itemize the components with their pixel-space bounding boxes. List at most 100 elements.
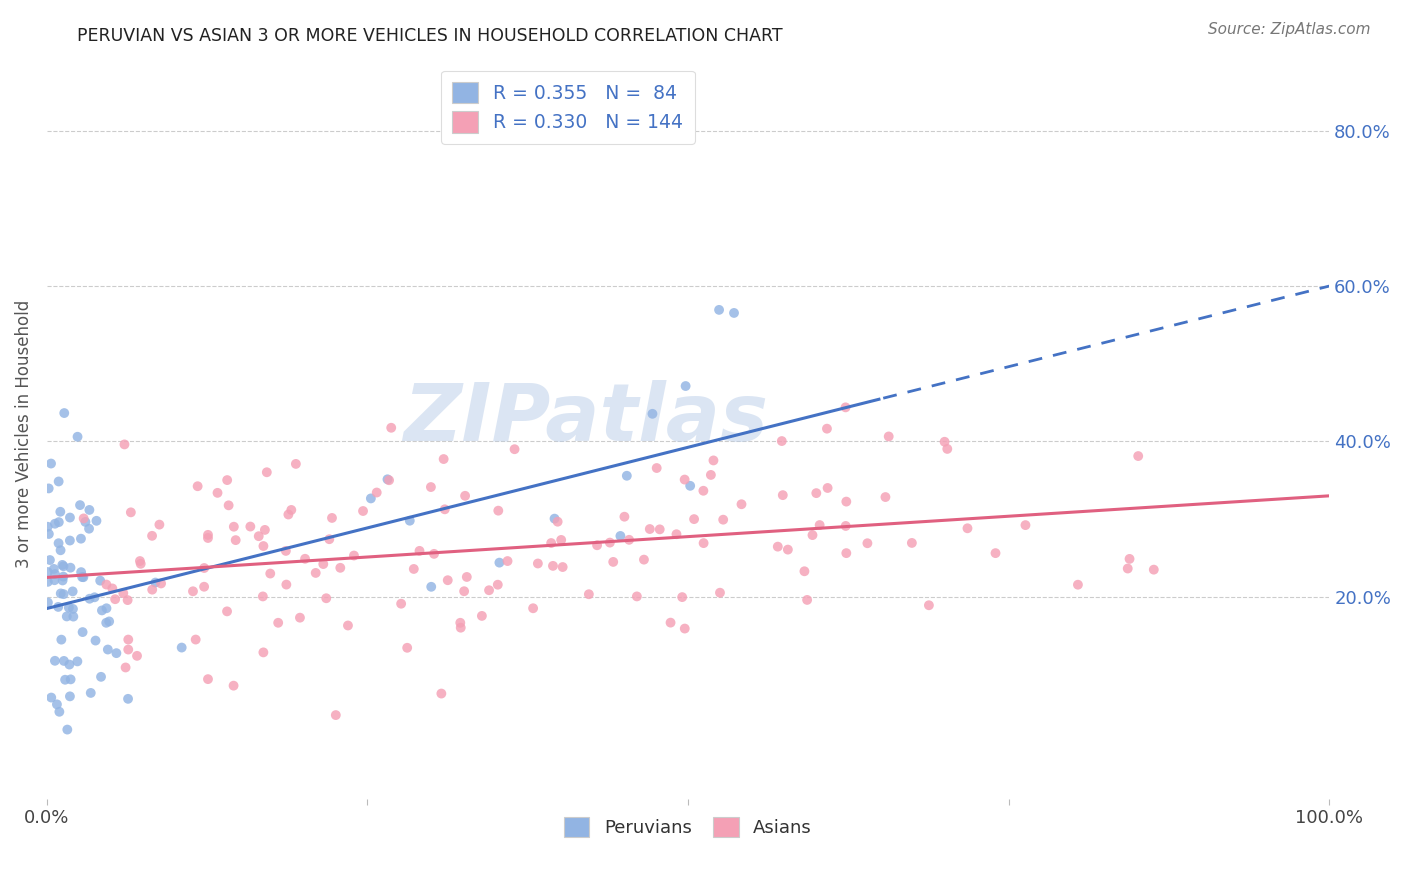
Point (702, 453, 724, 467)
Point (288, 610, 311, 624)
Point (835, 546, 858, 560)
Point (59, 533, 82, 548)
Point (207, 486, 229, 500)
Point (679, 479, 702, 493)
Point (52, 569, 75, 583)
Point (700, 467, 723, 482)
Point (48, 536, 70, 550)
Point (540, 536, 562, 550)
Point (453, 584, 475, 599)
Point (934, 434, 956, 449)
Point (709, 585, 731, 599)
Point (527, 557, 550, 571)
Point (478, 583, 501, 598)
Point (408, 544, 430, 558)
Point (541, 558, 564, 573)
Point (835, 519, 858, 533)
Point (336, 618, 359, 632)
Point (56, 723, 79, 737)
Point (58, 657, 80, 672)
Point (692, 483, 714, 498)
Point (321, 511, 343, 525)
Legend: Peruvians, Asians: Peruvians, Asians (557, 809, 820, 845)
Point (70, 565, 93, 579)
Point (1118, 552, 1140, 566)
Point (117, 593, 139, 607)
Point (638, 522, 661, 536)
Point (120, 505, 142, 519)
Point (247, 529, 270, 543)
Point (294, 551, 316, 566)
Point (53, 406, 76, 420)
Point (578, 587, 600, 601)
Point (252, 645, 274, 659)
Point (83, 591, 105, 605)
Point (39, 690, 62, 705)
Point (645, 461, 668, 475)
Point (633, 552, 655, 566)
Point (312, 557, 335, 571)
Point (616, 468, 638, 483)
Point (396, 640, 419, 655)
Point (48, 475, 70, 489)
Point (215, 604, 238, 618)
Point (145, 575, 167, 590)
Point (1143, 563, 1166, 577)
Point (267, 615, 290, 630)
Point (389, 597, 412, 611)
Point (52, 574, 75, 588)
Point (184, 632, 207, 647)
Point (52, 559, 75, 574)
Point (141, 529, 163, 543)
Point (37, 565, 59, 579)
Point (252, 590, 274, 604)
Point (641, 407, 664, 421)
Point (39, 457, 62, 471)
Point (44, 567, 66, 582)
Point (37, 520, 59, 534)
Point (79, 591, 101, 606)
Text: Source: ZipAtlas.com: Source: ZipAtlas.com (1208, 22, 1371, 37)
Point (423, 547, 446, 561)
Point (125, 648, 148, 663)
Point (96, 601, 118, 615)
Point (112, 586, 135, 600)
Point (366, 485, 388, 500)
Point (875, 490, 897, 504)
Point (51, 632, 73, 647)
Point (75, 515, 97, 529)
Point (436, 573, 458, 587)
Point (325, 708, 347, 723)
Point (49, 586, 72, 600)
Point (673, 473, 696, 487)
Point (96, 577, 118, 591)
Point (796, 593, 818, 607)
Point (936, 442, 959, 456)
Point (141, 582, 163, 597)
Point (72, 511, 94, 525)
Point (835, 494, 858, 508)
Point (129, 557, 152, 571)
Point (433, 452, 456, 467)
Point (1128, 449, 1150, 463)
Point (84, 633, 107, 648)
Point (315, 591, 337, 606)
Point (449, 615, 471, 630)
Point (617, 533, 640, 547)
Point (711, 513, 734, 527)
Point (72, 625, 94, 640)
Point (602, 555, 624, 569)
Point (239, 519, 262, 533)
Point (683, 512, 706, 526)
Point (918, 599, 941, 613)
Point (1014, 518, 1036, 533)
Point (450, 621, 472, 635)
Point (433, 502, 456, 516)
Point (37, 574, 59, 589)
Point (815, 422, 838, 436)
Point (197, 672, 219, 686)
Point (59, 560, 82, 574)
Point (225, 533, 247, 548)
Point (420, 580, 443, 594)
Point (46, 599, 69, 614)
